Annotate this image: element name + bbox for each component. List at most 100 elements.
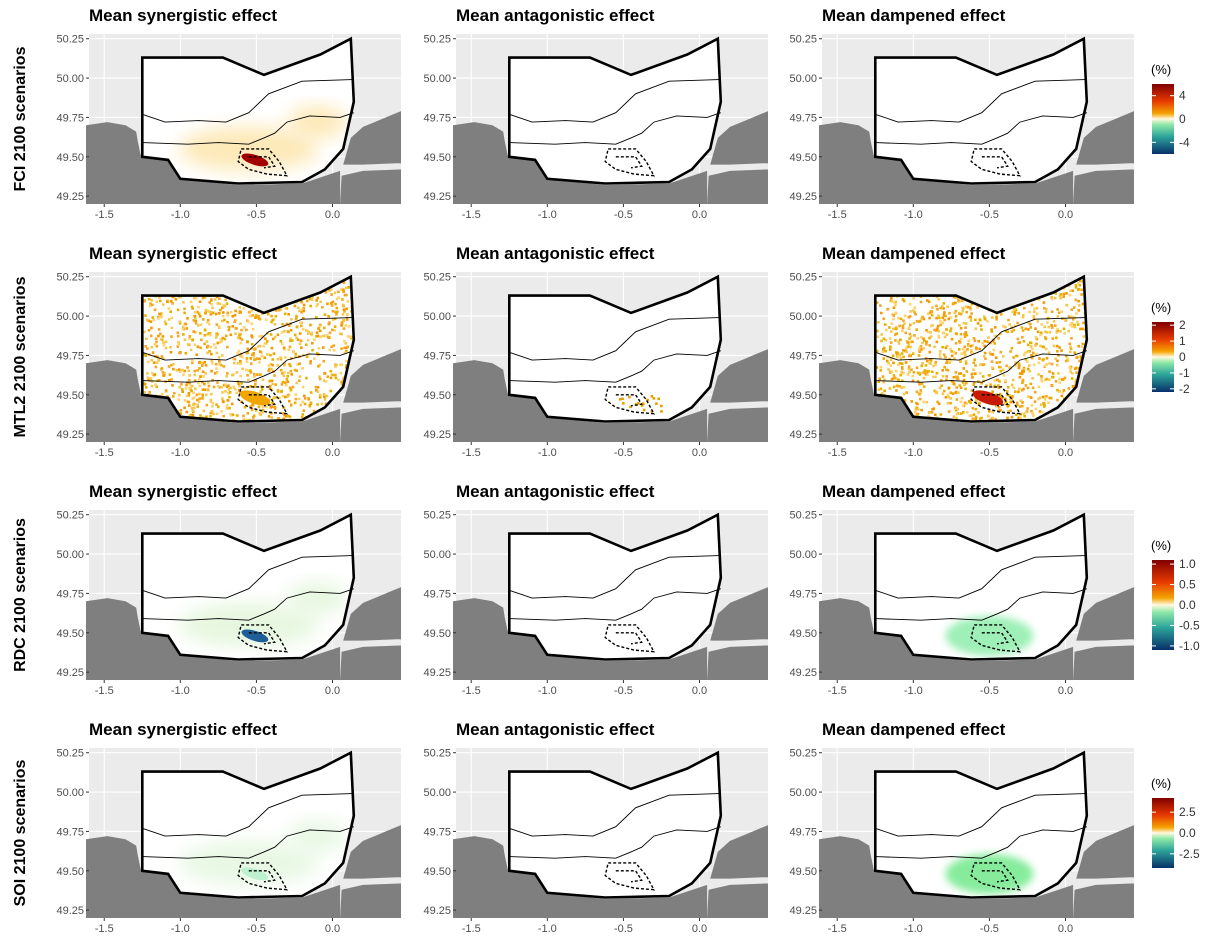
effect-cell — [952, 301, 956, 305]
legend-tick-label: 0.0 — [1179, 598, 1196, 612]
y-tick-label: 49.75 — [789, 588, 817, 600]
effect-cell — [1022, 353, 1026, 357]
effect-cell — [909, 345, 912, 349]
effect-cell — [900, 352, 904, 355]
effect-cell — [220, 410, 224, 413]
effect-cell — [162, 341, 165, 344]
effect-cell — [249, 405, 252, 408]
effect-cell — [341, 303, 345, 307]
effect-cell — [221, 391, 224, 394]
effect-cell — [301, 385, 305, 389]
effect-cell — [940, 384, 944, 387]
effect-cell — [290, 318, 293, 321]
x-tick-label: 0.0 — [692, 685, 707, 697]
effect-cell — [887, 368, 890, 371]
effect-cell — [629, 405, 632, 409]
effect-cell — [318, 335, 322, 339]
effect-cell — [254, 409, 258, 413]
effect-cell — [194, 387, 197, 390]
x-tick-label: 0.0 — [692, 209, 707, 221]
effect-cell — [268, 367, 271, 371]
effect-cell — [270, 388, 274, 392]
effect-cell — [149, 377, 153, 380]
effect-cell — [209, 411, 213, 415]
effect-cell — [960, 352, 963, 355]
effect-cell — [185, 410, 189, 414]
effect-cell — [1062, 389, 1066, 392]
y-tick-label: 50.00 — [423, 311, 451, 323]
effect-cell — [177, 368, 181, 371]
effect-cell — [903, 399, 907, 402]
effect-cell — [237, 349, 241, 353]
effect-cell — [149, 334, 153, 338]
effect-cell — [209, 333, 212, 337]
effect-cell — [1025, 410, 1028, 414]
effect-cell — [1080, 280, 1084, 283]
effect-cell — [170, 299, 173, 303]
effect-cell — [197, 400, 201, 403]
effect-cell — [946, 305, 949, 308]
effect-cell — [961, 381, 965, 384]
effect-cell — [1073, 306, 1076, 309]
effect-cell — [279, 308, 282, 311]
effect-cell — [1060, 310, 1064, 313]
effect-cell — [889, 364, 892, 367]
zone-boundary — [875, 826, 1087, 859]
effect-cell — [655, 402, 658, 405]
effect-cell — [1069, 367, 1072, 370]
effect-cell — [323, 379, 326, 382]
effect-cell — [964, 362, 968, 365]
effect-cell — [1044, 310, 1048, 314]
effect-cell — [279, 340, 283, 343]
effect-cell — [223, 337, 227, 341]
effect-cell — [339, 363, 342, 366]
effect-cell — [901, 367, 904, 370]
y-tick-label: 50.25 — [423, 34, 451, 46]
effect-cell — [974, 364, 977, 367]
x-tick-label: 0.0 — [692, 447, 707, 459]
effect-cell — [186, 366, 189, 369]
effect-cell — [935, 316, 938, 320]
protected-area-inner — [248, 394, 276, 407]
effect-cell — [1004, 379, 1008, 382]
effect-cell — [342, 281, 346, 284]
effect-cell — [177, 343, 180, 346]
zone-boundary — [142, 588, 354, 621]
effect-cell — [146, 347, 149, 350]
effect-cell — [974, 417, 977, 420]
effect-cell — [885, 359, 889, 363]
effect-cell — [328, 331, 332, 335]
effect-cell — [256, 373, 259, 376]
effect-cell — [972, 381, 976, 384]
effect-cell — [238, 390, 242, 394]
effect-cell — [206, 351, 209, 355]
effect-cell — [900, 362, 904, 365]
effect-cell — [943, 335, 947, 339]
x-tick-label: -0.5 — [980, 447, 999, 459]
effect-cell — [270, 367, 273, 371]
effect-cell — [327, 322, 331, 326]
legend-tick-label: 0 — [1179, 350, 1186, 364]
effect-cell — [1041, 395, 1045, 399]
effect-cell — [949, 397, 952, 400]
effect-cell — [1071, 289, 1074, 293]
effect-cell — [964, 305, 968, 309]
effect-cell — [255, 357, 259, 360]
effect-cell — [301, 367, 304, 370]
effect-cell — [225, 334, 228, 338]
effect-cell — [145, 337, 148, 340]
effect-cell — [334, 310, 337, 314]
effect-cell — [1056, 359, 1059, 363]
effect-cell — [300, 415, 304, 419]
effect-cell — [1022, 368, 1026, 371]
effect-cell — [955, 412, 959, 416]
effect-cell — [293, 401, 297, 405]
effect-cell — [222, 414, 225, 418]
effect-cell — [220, 385, 223, 389]
effect-cell — [217, 405, 220, 409]
effect-cell — [146, 376, 150, 379]
effect-cell — [182, 333, 185, 336]
effect-cell — [342, 319, 345, 322]
effect-cell — [336, 310, 339, 314]
effect-cell — [252, 416, 255, 419]
